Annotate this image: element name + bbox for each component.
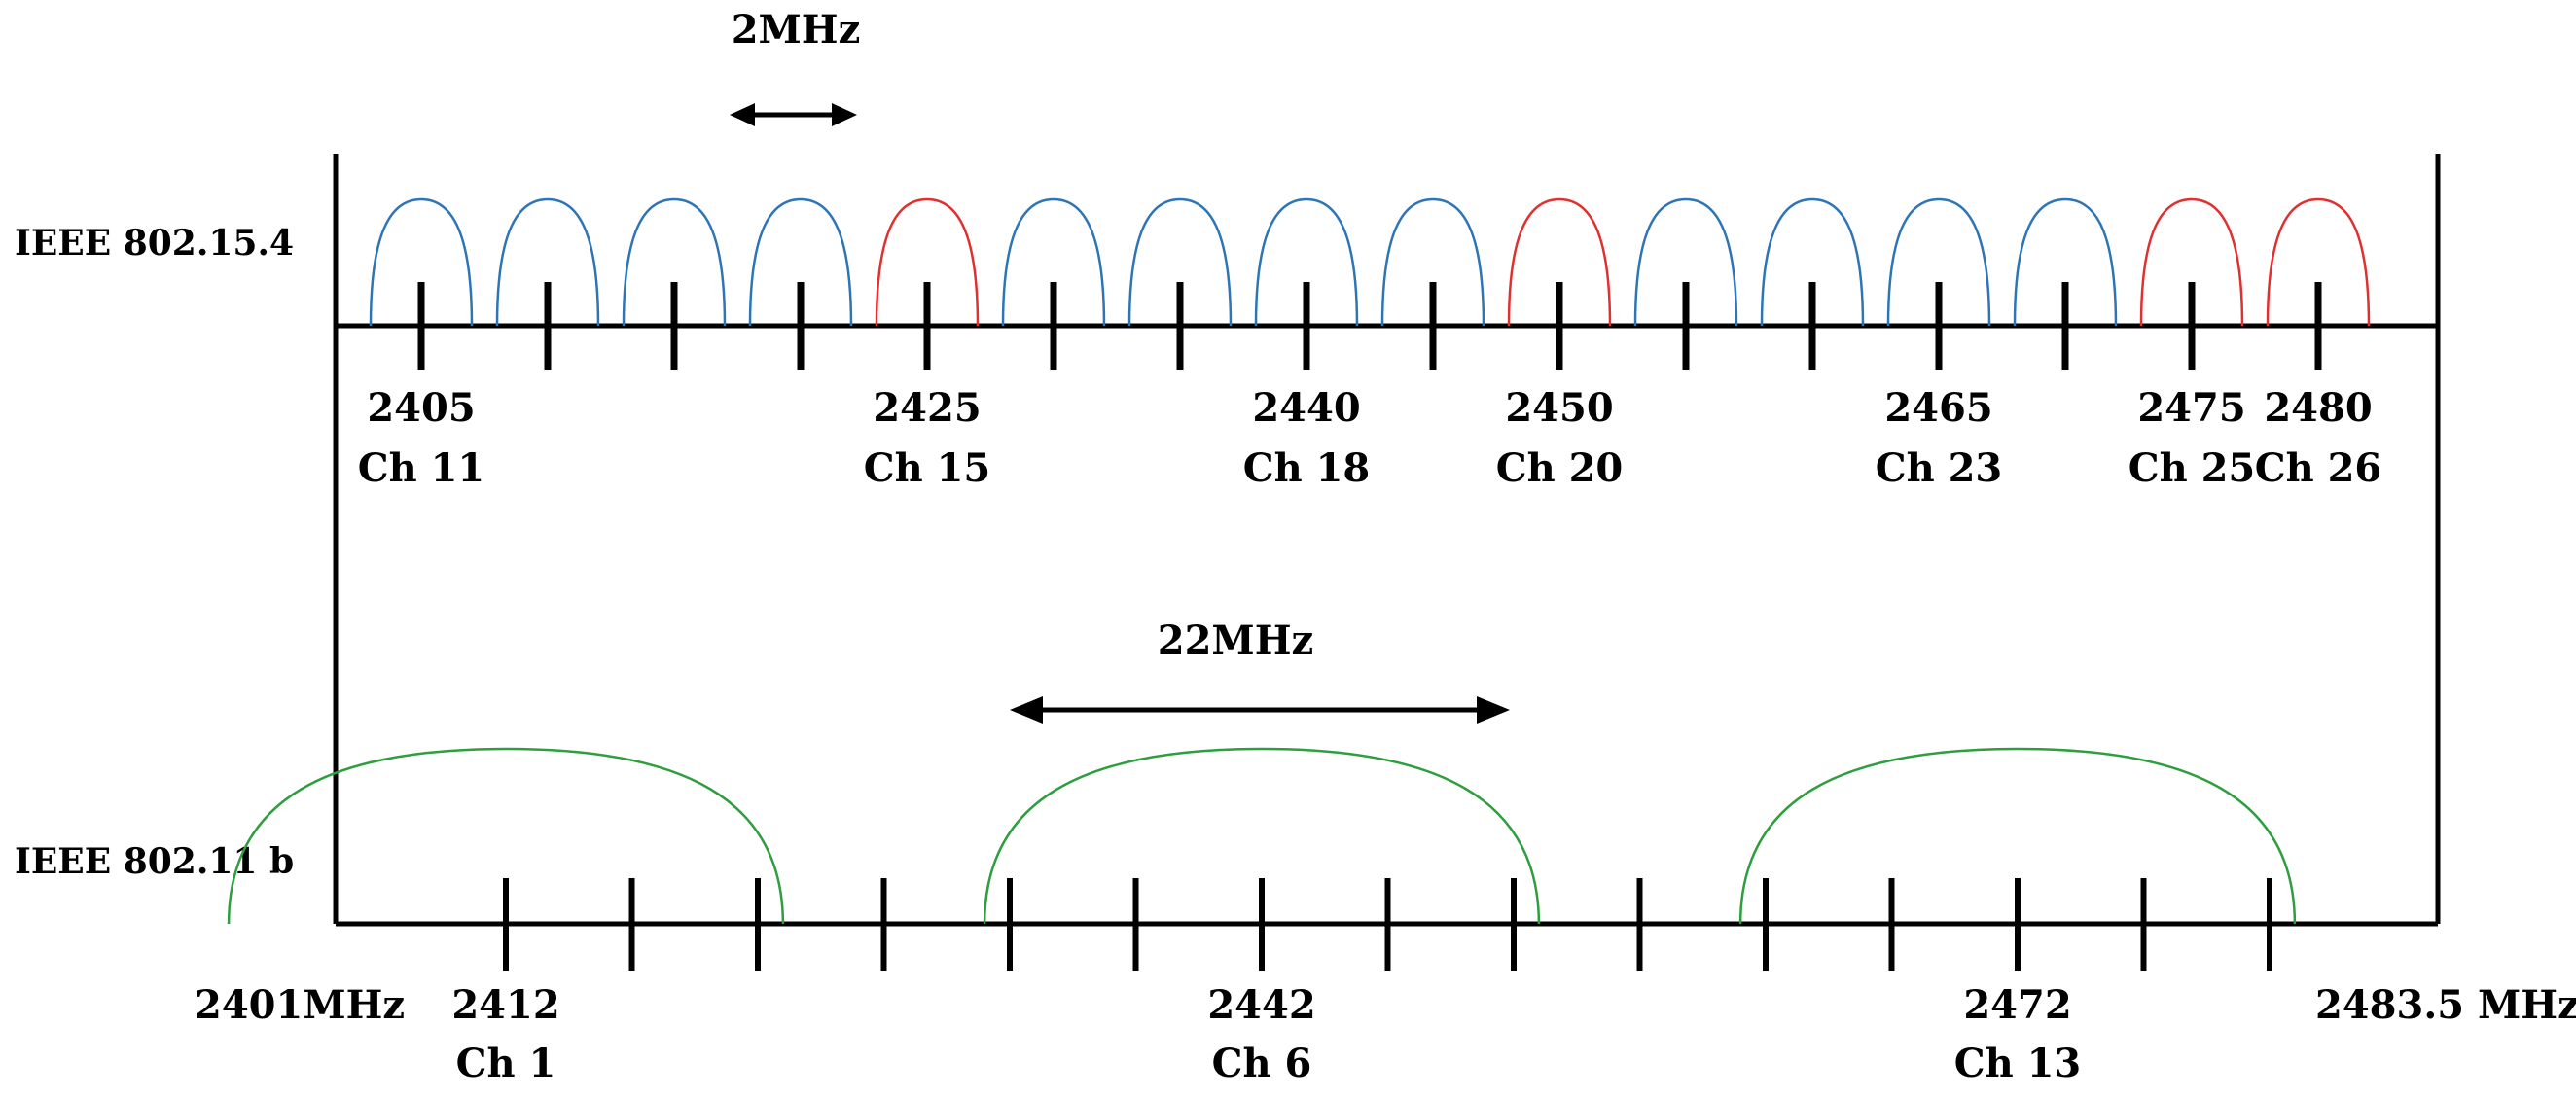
wifi-width-indicator: 22MHz xyxy=(1010,618,1510,724)
zigbee-channel-arc-ch26 xyxy=(2266,197,2371,327)
zigbee-channel-label-ch11: Ch 11 xyxy=(358,445,485,491)
zigbee-channel-arc-ch14 xyxy=(748,197,853,327)
wifi-width-arrow-right-head xyxy=(1477,696,1510,724)
zigbee-freq-label-ch25: 2475 xyxy=(2137,385,2245,431)
zigbee-channel-arc-ch21 xyxy=(1633,197,1738,327)
zigbee-channel-arc-ch22 xyxy=(1760,197,1865,327)
zigbee-width-label: 2MHz xyxy=(732,7,861,53)
wifi-freq-label-ch1: 2412 xyxy=(451,982,559,1028)
wifi-freq-label-ch13: 2472 xyxy=(1963,982,2071,1028)
band-end-label: 2483.5 MHz xyxy=(2315,982,2576,1028)
zigbee-freq-label-ch23: 2465 xyxy=(1884,385,1992,431)
wifi-channel-label-ch6: Ch 6 xyxy=(1212,1041,1312,1086)
zigbee-channel-arc-ch15 xyxy=(875,197,980,327)
zigbee-freq-label-ch18: 2440 xyxy=(1252,385,1360,431)
wifi-channel-label-ch1: Ch 1 xyxy=(456,1041,556,1086)
zigbee-channel-arc-ch13 xyxy=(622,197,727,327)
band-start-label: 2401MHz xyxy=(195,982,405,1028)
wifi-freq-label-ch6: 2442 xyxy=(1207,982,1315,1028)
zigbee-channel-label-ch23: Ch 23 xyxy=(1876,445,2003,491)
zigbee-channel-label-ch26: Ch 26 xyxy=(2255,445,2382,491)
zigbee-channel-label-ch25: Ch 25 xyxy=(2129,445,2256,491)
wifi-channel-arc-ch1 xyxy=(227,747,785,925)
zigbee-channel-arc-ch12 xyxy=(495,197,600,327)
wifi-channels: 2412 Ch 1 2442 Ch 6 2472 Ch 13 xyxy=(227,747,2297,1086)
zigbee-channel-arc-ch24 xyxy=(2013,197,2118,327)
zigbee-channel-arc-ch23 xyxy=(1886,197,1991,327)
wifi-channel-arc-ch13 xyxy=(1738,747,2297,925)
wifi-standard-label: IEEE 802.11 b xyxy=(15,841,294,882)
zigbee-channel-label-ch15: Ch 15 xyxy=(864,445,991,491)
zigbee-width-arrow-right-head xyxy=(832,103,857,126)
zigbee-channel-label-ch18: Ch 18 xyxy=(1243,445,1371,491)
zigbee-channel-label-ch20: Ch 20 xyxy=(1496,445,1624,491)
wifi-channel-label-ch13: Ch 13 xyxy=(1954,1041,2082,1086)
zigbee-channel-arc-ch11 xyxy=(369,197,474,327)
zigbee-width-indicator: 2MHz xyxy=(730,7,860,126)
zigbee-freq-label-ch15: 2425 xyxy=(873,385,981,431)
zigbee-channel-arc-ch16 xyxy=(1001,197,1106,327)
zigbee-width-arrow-left-head xyxy=(730,103,755,126)
wifi-width-label: 22MHz xyxy=(1158,618,1313,663)
zigbee-freq-label-ch20: 2450 xyxy=(1505,385,1613,431)
zigbee-channel-arc-ch18 xyxy=(1254,197,1359,327)
wifi-channel-arc-ch6 xyxy=(983,747,1541,925)
zigbee-freq-label-ch11: 2405 xyxy=(367,385,475,431)
zigbee-channel-arc-ch25 xyxy=(2139,197,2244,327)
wifi-width-arrow-left-head xyxy=(1010,696,1043,724)
zigbee-channels: 2405 Ch 11 2425 Ch 15 2440 Ch 18 2450 Ch 20 2465… xyxy=(358,197,2382,491)
zigbee-channel-arc-ch20 xyxy=(1507,197,1612,327)
zigbee-channel-arc-ch19 xyxy=(1380,197,1485,327)
zigbee-standard-label: IEEE 802.15.4 xyxy=(15,223,294,264)
zigbee-freq-label-ch26: 2480 xyxy=(2264,385,2372,431)
zigbee-channel-arc-ch17 xyxy=(1127,197,1233,327)
